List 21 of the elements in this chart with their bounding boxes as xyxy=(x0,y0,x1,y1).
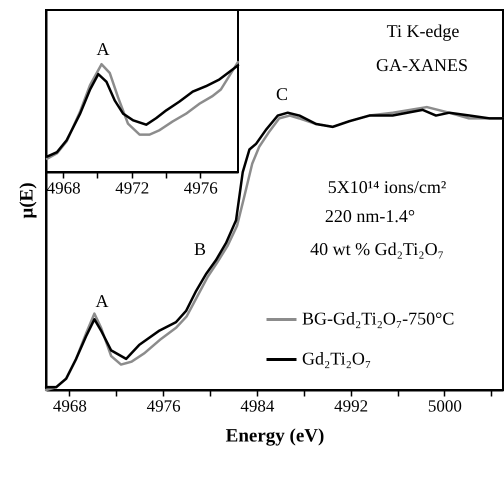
x-tick-label: 4976 xyxy=(184,178,218,198)
annotation: 40 wt % Gd₂Ti₂O₇ xyxy=(310,239,444,259)
annotation: B xyxy=(194,239,206,259)
annotation: 5X10¹⁴ ions/cm² xyxy=(328,177,446,197)
x-tick-label: 4972 xyxy=(115,178,150,198)
x-tick-label: 4968 xyxy=(46,178,81,198)
text: C xyxy=(276,84,288,104)
x-tick-label: 4968 xyxy=(52,396,87,416)
x-tick-label: 4984 xyxy=(240,396,275,416)
x-axis-title: Energy (eV) xyxy=(226,426,324,446)
annotation: A xyxy=(96,291,108,311)
text: A xyxy=(96,39,110,59)
x-tick-label: 4976 xyxy=(146,396,181,416)
x-tick-label: 5000 xyxy=(428,396,462,416)
legend-label: Gd₂Ti₂O₇ xyxy=(302,348,372,368)
legend-label: BG-Gd₂Ti₂O₇-750°C xyxy=(302,308,454,328)
text: GA-XANES xyxy=(376,55,468,75)
y-axis-title: μ(E) xyxy=(16,182,38,219)
annotation: 220 nm-1.4° xyxy=(324,206,416,226)
text: Ti K-edge xyxy=(386,21,460,41)
x-tick-label: 4992 xyxy=(334,396,368,416)
